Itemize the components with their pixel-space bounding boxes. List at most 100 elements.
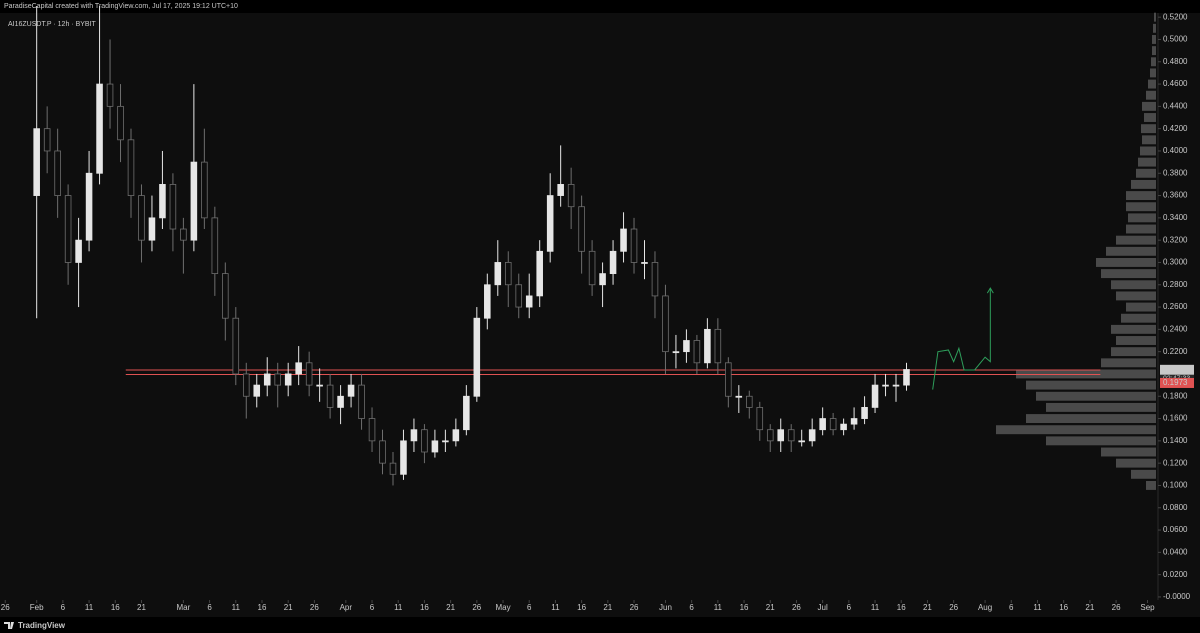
candle-body xyxy=(808,429,816,442)
volume-profile-bar xyxy=(996,425,1156,435)
candle-body xyxy=(263,373,271,386)
x-tick-label: 21 xyxy=(137,603,146,612)
volume-profile-bar xyxy=(1101,269,1156,279)
candle-body xyxy=(190,161,198,241)
y-tick-label: 0.1200 xyxy=(1163,458,1188,467)
volume-profile-bar xyxy=(1101,447,1156,457)
volume-profile-bar xyxy=(1131,469,1156,479)
y-tick-label: 0.4000 xyxy=(1163,146,1188,155)
volume-profile-bar xyxy=(1106,246,1156,256)
volume-profile-bar xyxy=(1152,46,1156,56)
candle-body xyxy=(305,362,313,386)
x-tick-label: 26 xyxy=(1,603,10,612)
candle-body xyxy=(211,217,219,275)
x-tick-label: 16 xyxy=(258,603,267,612)
volume-profile-bar xyxy=(1154,12,1156,22)
volume-profile-bar xyxy=(1148,79,1156,89)
volume-profile-bar xyxy=(1141,124,1156,134)
y-tick-label: 0.3400 xyxy=(1163,213,1188,222)
volume-profile-bar xyxy=(1142,135,1156,145)
symbol-title: AI16ZUSDT.P · 12h · BYBIT xyxy=(8,21,97,28)
candle-body xyxy=(148,217,156,241)
candle-body xyxy=(704,328,711,364)
y-tick-label: 0.3200 xyxy=(1163,235,1188,244)
candle-body xyxy=(850,418,858,425)
candle-body xyxy=(431,440,439,453)
candle-body xyxy=(159,184,166,219)
y-tick-label: 0.4600 xyxy=(1163,79,1188,88)
x-tick-label: May xyxy=(495,603,510,612)
candle-body xyxy=(242,373,250,397)
candle-body xyxy=(232,317,240,375)
volume-profile-bar xyxy=(1046,436,1156,446)
candle-body xyxy=(578,206,585,252)
candle-body xyxy=(693,340,701,364)
x-tick-label: 21 xyxy=(446,603,455,612)
volume-profile-bar xyxy=(1146,480,1156,490)
x-tick-label: Jun xyxy=(659,603,672,612)
x-tick-label: 11 xyxy=(1033,603,1042,612)
candle-body xyxy=(368,418,376,442)
x-tick-label: 21 xyxy=(766,603,775,612)
x-tick-label: 21 xyxy=(284,603,293,612)
x-tick-label: 21 xyxy=(923,603,932,612)
candle-body xyxy=(840,423,847,431)
x-tick-label: 16 xyxy=(740,603,749,612)
candle-body xyxy=(798,440,805,443)
y-tick-label: 0.0600 xyxy=(1163,525,1188,534)
y-tick-label: 0.5200 xyxy=(1163,12,1188,21)
candle-body xyxy=(75,239,82,263)
y-tick-label: 0.2600 xyxy=(1163,302,1188,311)
candle-body xyxy=(43,128,51,152)
y-tick-label: 0.1000 xyxy=(1163,481,1188,490)
candle-body xyxy=(421,429,428,453)
x-tick-label: 11 xyxy=(714,603,723,612)
candle-body xyxy=(410,429,418,442)
volume-profile-bar xyxy=(1140,146,1156,156)
volume-profile-bar xyxy=(1128,213,1156,223)
header-bar xyxy=(0,0,1200,13)
x-tick-label: Feb xyxy=(30,603,44,612)
candle-body xyxy=(379,440,386,464)
x-tick-label: Aug xyxy=(978,603,992,612)
candle-body xyxy=(295,362,302,375)
candle-body xyxy=(400,440,407,475)
volume-profile-bar xyxy=(1126,202,1156,212)
candle-body xyxy=(641,262,648,264)
candle-body xyxy=(651,262,659,297)
y-tick-label: 0.3600 xyxy=(1163,191,1188,200)
y-tick-label: -0.0000 xyxy=(1163,592,1191,601)
y-tick-label: 0.0200 xyxy=(1163,570,1188,579)
x-tick-label: 6 xyxy=(207,603,212,612)
candle-body xyxy=(567,184,575,208)
candle-body xyxy=(662,295,669,353)
x-tick-label: 26 xyxy=(949,603,958,612)
y-tick-label: 0.1400 xyxy=(1163,436,1188,445)
x-tick-label: Sep xyxy=(1140,603,1155,612)
volume-profile-bar xyxy=(1016,369,1156,379)
y-tick-label: 0.4800 xyxy=(1163,57,1188,66)
y-tick-label: 0.4400 xyxy=(1163,101,1188,110)
x-tick-label: Jul xyxy=(818,603,828,612)
candle-body xyxy=(138,195,145,241)
candle-body xyxy=(777,429,785,442)
candle-body xyxy=(599,273,606,286)
candle-body xyxy=(106,83,114,107)
candle-body xyxy=(463,395,470,431)
candle-body xyxy=(620,228,627,252)
x-tick-label: 26 xyxy=(630,603,639,612)
candle-body xyxy=(169,184,177,230)
x-tick-label: 26 xyxy=(472,603,481,612)
candle-body xyxy=(284,373,292,386)
candle-body xyxy=(630,228,638,263)
volume-profile-bar xyxy=(1138,157,1156,167)
volume-profile-bar xyxy=(1153,23,1156,33)
candle-body xyxy=(557,184,564,196)
candle-body xyxy=(316,384,323,387)
candle-body xyxy=(766,429,774,442)
volume-profile-bar xyxy=(1144,113,1156,122)
projection-path xyxy=(932,288,991,390)
candle-body xyxy=(515,284,523,308)
volume-profile-bar xyxy=(1152,35,1156,44)
candle-body xyxy=(253,384,261,397)
